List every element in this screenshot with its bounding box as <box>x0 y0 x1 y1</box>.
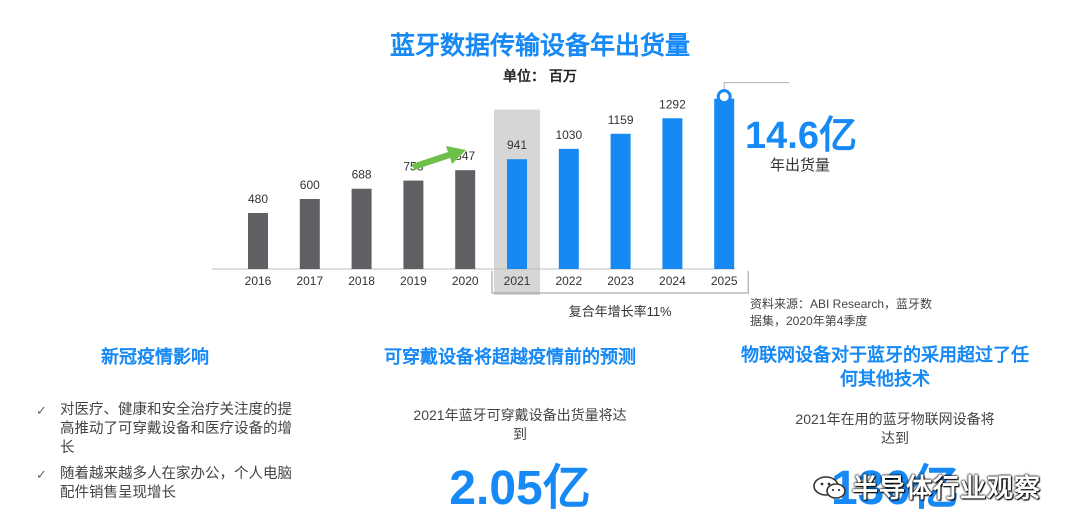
tick-label-2022: 2022 <box>555 274 582 288</box>
wearables-desc: 2021年蓝牙可穿戴设备出货量将达到 <box>413 407 627 442</box>
check-icon: ✓ <box>36 467 47 482</box>
bar-2021 <box>507 159 527 269</box>
tick-label-2017: 2017 <box>296 274 323 288</box>
tick-label-2016: 2016 <box>245 274 272 288</box>
tick-label-2021: 2021 <box>504 274 531 288</box>
callout-value: 14.6亿 <box>745 115 857 157</box>
value-label-2023: 1159 <box>608 113 634 127</box>
value-label-2016: 480 <box>248 192 268 206</box>
section-heading-covid: 新冠疫情影响 <box>101 347 209 367</box>
forecast-bracket <box>491 271 749 294</box>
callout-leader <box>723 82 790 93</box>
check-icon: ✓ <box>36 403 47 418</box>
covid-bullet-list: ✓ 对医疗、健康和安全治疗关注度的提高推动了可穿戴设备和医疗设备的增长 ✓ 随着越来… <box>36 401 306 510</box>
value-label-2022: 1030 <box>555 128 582 142</box>
bullet-item: ✓ 随着越来越多人在家办公，个人电脑配件销售呈现增长 <box>36 465 306 503</box>
bar-2017 <box>299 199 320 269</box>
unit-label: 单位： 百万 <box>503 68 577 84</box>
bullet-text: 对医疗、健康和安全治疗关注度的提高推动了可穿戴设备和医疗设备的增长 <box>60 402 292 456</box>
source-note: 资料来源：ABI Research，蓝牙数据集，2020年第4季度 <box>750 297 933 328</box>
bar-2019 <box>403 180 424 269</box>
callout-label: 年出货量 <box>770 157 831 174</box>
iot-value: 130亿 <box>830 462 960 515</box>
cagr-label: 复合年增长率11% <box>569 304 672 319</box>
bar-2018 <box>351 188 372 269</box>
bullet-item: ✓ 对医疗、健康和安全治疗关注度的提高推动了可穿戴设备和医疗设备的增长 <box>36 401 306 458</box>
watermark: 半导体行业观察 <box>852 473 1042 503</box>
growth-arrow-icon <box>412 146 466 170</box>
tick-label-2019: 2019 <box>400 274 427 288</box>
section-heading-iot: 物联网设备对于蓝牙的采用超过了任何其他技术 <box>741 345 1029 389</box>
wearables-value: 2.05亿 <box>449 462 591 515</box>
value-label-2024: 1292 <box>659 97 686 111</box>
value-label-2021: 941 <box>507 138 527 152</box>
tick-label-2018: 2018 <box>348 274 375 288</box>
bar-2025 <box>714 98 735 270</box>
tick-label-2025: 2025 <box>711 274 738 288</box>
bar-2023 <box>610 133 631 269</box>
tick-label-2024: 2024 <box>659 274 686 288</box>
wechat-icon <box>813 476 846 499</box>
value-label-2017: 600 <box>300 178 320 192</box>
bar-2024 <box>662 118 683 270</box>
tick-label-2023: 2023 <box>607 274 634 288</box>
section-heading-wearables: 可穿戴设备将超越疫情前的预测 <box>384 347 636 367</box>
bar-2020 <box>455 170 476 269</box>
bullet-text: 随着越来越多人在家办公，个人电脑配件销售呈现增长 <box>60 466 292 501</box>
iot-desc: 2021年在用的蓝牙物联网设备将达到 <box>795 411 995 446</box>
peak-marker <box>716 89 732 105</box>
bar-2016 <box>248 213 268 269</box>
chart-title: 蓝牙数据传输设备年出货量 <box>389 32 690 60</box>
tick-label-2020: 2020 <box>452 274 479 288</box>
value-label-2018: 688 <box>352 168 372 182</box>
bar-2022 <box>558 148 579 269</box>
